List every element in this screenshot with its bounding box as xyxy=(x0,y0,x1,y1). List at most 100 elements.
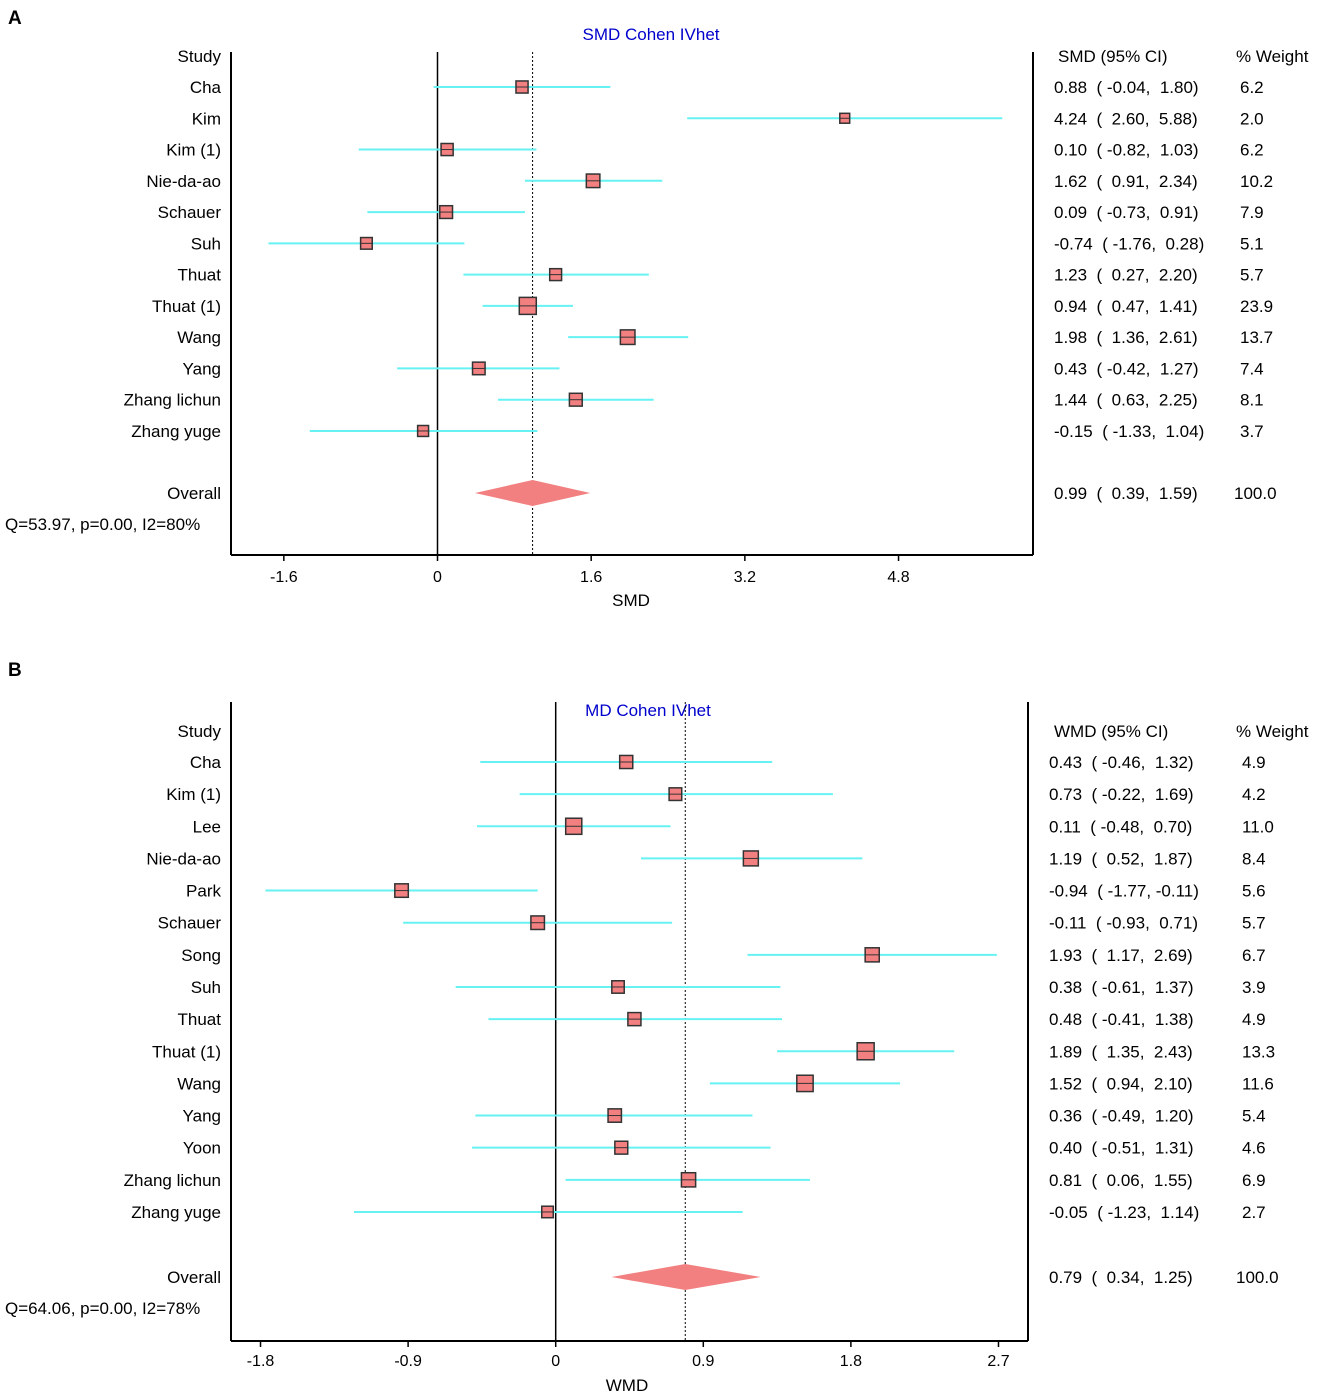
study-effect-ci: 0.94 ( 0.47, 1.41) xyxy=(1054,297,1198,316)
overall-label: Overall xyxy=(167,484,221,503)
study-label: Yang xyxy=(183,359,221,378)
study-weight: 4.6 xyxy=(1242,1139,1266,1158)
study-weight: 4.9 xyxy=(1242,1010,1266,1029)
study-weight: 5.6 xyxy=(1242,882,1266,901)
panel-b-x-tick-label: 0 xyxy=(551,1353,560,1370)
study-effect-ci: 0.43 ( -0.46, 1.32) xyxy=(1049,753,1194,772)
study-effect-ci: 4.24 ( 2.60, 5.88) xyxy=(1054,109,1198,128)
study-weight: 13.7 xyxy=(1240,328,1273,347)
study-weight: 3.9 xyxy=(1242,978,1266,997)
study-effect-ci: -0.74 ( -1.76, 0.28) xyxy=(1054,234,1204,253)
study-effect-ci: 0.88 ( -0.04, 1.80) xyxy=(1054,78,1199,97)
panel-a-heterogeneity: Q=53.97, p=0.00, I2=80% xyxy=(5,515,200,534)
study-weight: 13.3 xyxy=(1242,1042,1275,1061)
panel-b-x-tick-label: 2.7 xyxy=(987,1353,1009,1370)
study-effect-ci: 1.93 ( 1.17, 2.69) xyxy=(1049,946,1193,965)
study-effect-ci: 0.11 ( -0.48, 0.70) xyxy=(1049,817,1192,836)
panel-a: A SMD Cohen IVhet Study SMD (95% CI) % W… xyxy=(5,8,1309,610)
study-weight: 7.4 xyxy=(1240,359,1264,378)
study-weight: 11.6 xyxy=(1242,1074,1274,1093)
study-label: Wang xyxy=(177,328,221,347)
panel-a-x-tick-label: -1.6 xyxy=(270,569,298,586)
study-label: Schauer xyxy=(158,914,222,933)
panel-a-rows: Cha 0.88 ( -0.04, 1.80) 6.2 Kim 4.24 ( 2.60,… xyxy=(124,78,1277,503)
study-label: Nie-da-ao xyxy=(146,172,221,191)
study-weight: 6.2 xyxy=(1240,78,1264,97)
study-effect-ci: 1.23 ( 0.27, 2.20) xyxy=(1054,266,1198,285)
overall-diamond xyxy=(611,1264,761,1290)
panel-b-x-tick-label: 1.8 xyxy=(840,1353,862,1370)
study-weight: 6.7 xyxy=(1242,946,1266,965)
study-effect-ci: 1.62 ( 0.91, 2.34) xyxy=(1054,172,1198,191)
study-label: Cha xyxy=(190,753,222,772)
study-label: Zhang lichun xyxy=(124,391,221,410)
study-effect-ci: 1.89 ( 1.35, 2.43) xyxy=(1049,1042,1193,1061)
panel-b-x-tick-label: -0.9 xyxy=(394,1353,422,1370)
study-effect-ci: 0.09 ( -0.73, 0.91) xyxy=(1054,203,1199,222)
study-label: Zhang lichun xyxy=(124,1171,221,1190)
study-effect-ci: 0.73 ( -0.22, 1.69) xyxy=(1049,785,1194,804)
panel-a-effect-header: SMD (95% CI) xyxy=(1058,47,1168,66)
panel-b-x-axis-label: WMD xyxy=(606,1376,648,1395)
study-effect-ci: 0.81 ( 0.06, 1.55) xyxy=(1049,1171,1193,1190)
study-weight: 8.4 xyxy=(1242,849,1266,868)
study-label: Kim (1) xyxy=(166,785,221,804)
study-weight: 3.7 xyxy=(1240,422,1264,441)
study-label: Thuat xyxy=(178,1010,222,1029)
study-label: Thuat xyxy=(178,266,222,285)
panel-a-x-tick-label: 0 xyxy=(433,569,442,586)
study-label: Kim xyxy=(192,109,221,128)
panel-b-study-header: Study xyxy=(178,722,222,741)
study-effect-ci: -0.11 ( -0.93, 0.71) xyxy=(1049,914,1198,933)
study-weight: 6.9 xyxy=(1242,1171,1266,1190)
study-effect-ci: 1.98 ( 1.36, 2.61) xyxy=(1054,328,1198,347)
study-weight: 10.2 xyxy=(1240,172,1273,191)
panel-b-letter: B xyxy=(8,660,22,681)
panel-a-x-tick-label: 4.8 xyxy=(887,569,909,586)
panel-a-x-axis-label: SMD xyxy=(612,591,650,610)
study-label: Schauer xyxy=(158,203,222,222)
study-effect-ci: -0.15 ( -1.33, 1.04) xyxy=(1054,422,1204,441)
study-effect-ci: 0.43 ( -0.42, 1.27) xyxy=(1054,359,1199,378)
study-label: Zhang yuge xyxy=(131,1203,221,1222)
study-weight: 5.7 xyxy=(1240,266,1264,285)
study-label: Nie-da-ao xyxy=(146,849,221,868)
study-weight: 4.2 xyxy=(1242,785,1266,804)
study-label: Suh xyxy=(191,234,221,253)
panel-a-x-tick-label: 1.6 xyxy=(580,569,602,586)
study-weight: 23.9 xyxy=(1240,297,1273,316)
panel-b-effect-header: WMD (95% CI) xyxy=(1054,722,1168,741)
panel-a-title: SMD Cohen IVhet xyxy=(582,25,719,44)
study-weight: 2.7 xyxy=(1242,1203,1266,1222)
study-weight: 4.9 xyxy=(1242,753,1266,772)
overall-weight: 100.0 xyxy=(1234,484,1277,503)
study-effect-ci: 1.44 ( 0.63, 2.25) xyxy=(1054,391,1198,410)
study-label: Lee xyxy=(193,817,221,836)
study-weight: 6.2 xyxy=(1240,141,1264,160)
panel-b-x-tick-label: 0.9 xyxy=(692,1353,714,1370)
study-label: Thuat (1) xyxy=(152,1042,221,1061)
study-effect-ci: 0.10 ( -0.82, 1.03) xyxy=(1054,141,1199,160)
study-weight: 7.9 xyxy=(1240,203,1264,222)
study-label: Thuat (1) xyxy=(152,297,221,316)
panel-b-weight-header: % Weight xyxy=(1236,722,1309,741)
panel-a-weight-header: % Weight xyxy=(1236,47,1309,66)
study-label: Wang xyxy=(177,1074,221,1093)
panel-b: B MD Cohen IVhet Study WMD (95% CI) % We… xyxy=(5,660,1309,1395)
study-effect-ci: -0.05 ( -1.23, 1.14) xyxy=(1049,1203,1199,1222)
panel-b-rows: Cha 0.43 ( -0.46, 1.32) 4.9 Kim (1) 0.73 ( -… xyxy=(124,753,1279,1287)
study-label: Yang xyxy=(183,1107,221,1126)
study-effect-ci: 1.52 ( 0.94, 2.10) xyxy=(1049,1074,1193,1093)
study-effect-ci: -0.94 ( -1.77, -0.11) xyxy=(1049,882,1199,901)
study-weight: 5.7 xyxy=(1242,914,1266,933)
study-label: Kim (1) xyxy=(166,141,221,160)
study-label: Cha xyxy=(190,78,222,97)
overall-effect-ci: 0.99 ( 0.39, 1.59) xyxy=(1054,484,1198,503)
panel-a-letter: A xyxy=(8,8,22,29)
study-effect-ci: 1.19 ( 0.52, 1.87) xyxy=(1049,849,1193,868)
study-label: Zhang yuge xyxy=(131,422,221,441)
panel-a-x-tick-label: 3.2 xyxy=(734,569,756,586)
overall-diamond xyxy=(474,480,591,506)
panel-b-title: MD Cohen IVhet xyxy=(585,701,711,720)
